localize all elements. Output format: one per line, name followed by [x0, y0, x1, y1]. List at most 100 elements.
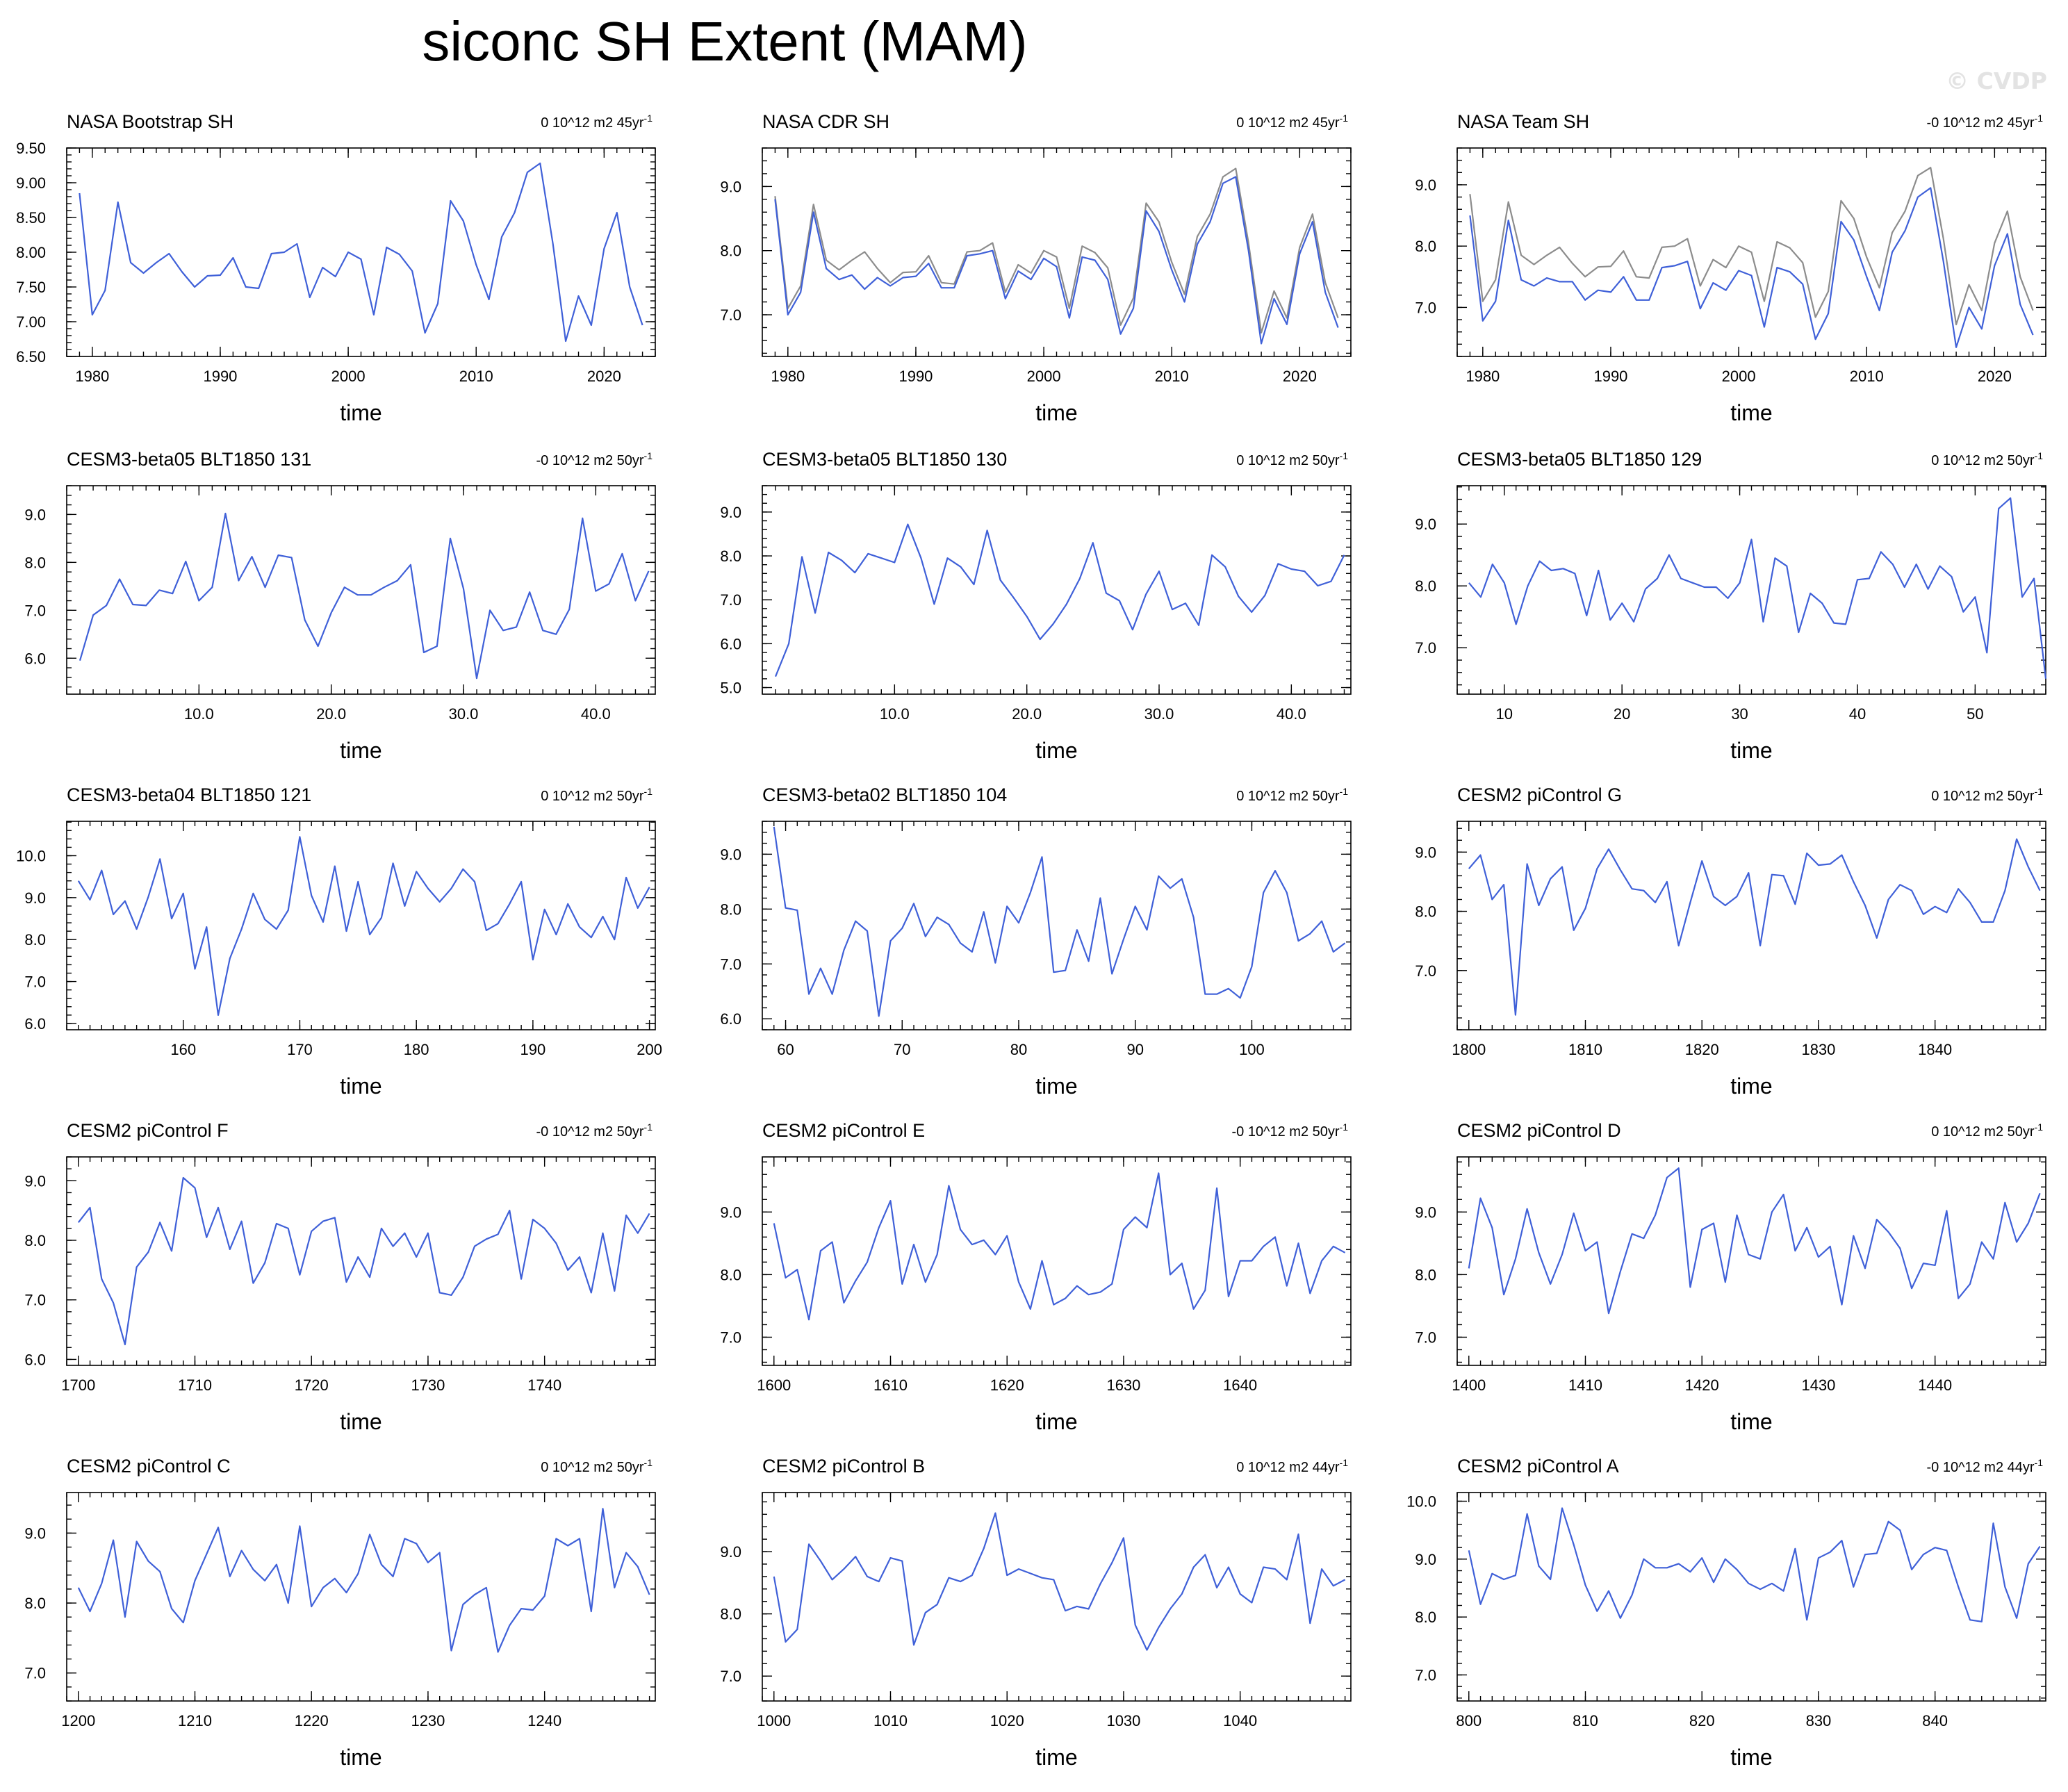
x-tick-label: 1030 — [1106, 1712, 1140, 1729]
x-tick-label: 1840 — [1918, 1041, 1952, 1058]
x-tick-label: 10.0 — [880, 705, 910, 723]
x-axis-label: time — [1035, 400, 1077, 425]
plot-frame — [762, 821, 1352, 1030]
trend-text: -0 10^12 m2 45yr — [1927, 115, 2035, 131]
x-tick-label: 1720 — [295, 1376, 329, 1394]
y-tick-label: 7.0 — [720, 1668, 741, 1685]
x-tick-label: 100 — [1239, 1041, 1265, 1058]
trend-exponent: -1 — [2035, 1121, 2044, 1133]
x-tick-label: 1240 — [527, 1712, 561, 1729]
y-tick-label: 9.50 — [16, 140, 46, 157]
x-axis-label: time — [1730, 738, 1772, 763]
x-axis-label: time — [1035, 1745, 1077, 1770]
x-tick-label: 820 — [1689, 1712, 1715, 1729]
figure-title: siconc SH Extent (MAM) — [422, 10, 1027, 72]
y-tick-label: 8.00 — [16, 244, 46, 261]
x-tick-label: 190 — [520, 1041, 546, 1058]
plot-frame — [66, 147, 656, 357]
panel-4: CESM3-beta05 BLT1850 130 0 10^12 m2 50yr-… — [720, 449, 1352, 763]
y-tick-label: 7.0 — [24, 1292, 46, 1309]
y-tick-label: 10.0 — [16, 847, 46, 864]
x-tick-label: 1990 — [898, 368, 933, 385]
y-tick-label: 6.0 — [720, 1010, 741, 1028]
trend-label: -0 10^12 m2 44yr-1 — [1927, 1457, 2044, 1475]
y-tick-label: 9.0 — [1415, 1203, 1436, 1221]
y-tick-label: 7.0 — [1415, 962, 1436, 980]
y-tick-label: 8.0 — [1415, 577, 1436, 595]
trend-text: -0 10^12 m2 50yr — [1232, 1124, 1340, 1140]
trend-label: -0 10^12 m2 50yr-1 — [536, 1121, 653, 1140]
plot-frame — [762, 1492, 1352, 1702]
trend-exponent: -1 — [644, 113, 653, 124]
plot-frame — [66, 1492, 656, 1702]
x-tick-label: 1640 — [1223, 1376, 1257, 1394]
y-tick-label: 8.50 — [16, 209, 46, 227]
series-line-0 — [1468, 497, 2047, 679]
trend-text: 0 10^12 m2 50yr — [1931, 453, 2035, 468]
y-tick-label: 8.0 — [1415, 1609, 1436, 1626]
x-tick-label: 1990 — [1593, 368, 1627, 385]
y-tick-label: 9.0 — [24, 1172, 46, 1190]
x-tick-label: 1210 — [178, 1712, 212, 1729]
panel-13: CESM2 piControl B 0 10^12 m2 44yr-1 1000 10… — [720, 1456, 1352, 1770]
panel-title: CESM3-beta05 BLT1850 130 — [762, 449, 1007, 470]
x-tick-label: 1710 — [178, 1376, 212, 1394]
y-tick-label: 6.0 — [24, 1351, 46, 1368]
x-axis-label: time — [1730, 1074, 1772, 1099]
panel-title: CESM2 piControl B — [762, 1456, 925, 1477]
y-tick-label: 10.0 — [1406, 1493, 1436, 1511]
y-tick-label: 9.0 — [24, 506, 46, 523]
trend-exponent: -1 — [644, 786, 653, 797]
x-tick-label: 2010 — [459, 368, 493, 385]
y-tick-label: 7.0 — [1415, 1667, 1436, 1684]
panel-title: CESM2 piControl A — [1457, 1456, 1619, 1477]
x-tick-label: 2020 — [1283, 368, 1317, 385]
y-tick-label: 7.0 — [24, 1665, 46, 1682]
trend-exponent: -1 — [2035, 1457, 2044, 1468]
x-tick-label: 160 — [170, 1041, 196, 1058]
y-tick-label: 7.0 — [1415, 1329, 1436, 1346]
panel-14: CESM2 piControl A -0 10^12 m2 44yr-1 800 81… — [1406, 1456, 2046, 1770]
panel-title: CESM2 piControl F — [67, 1120, 229, 1141]
x-tick-label: 2020 — [587, 368, 621, 385]
y-tick-label: 8.0 — [24, 1595, 46, 1612]
y-tick-label: 7.0 — [24, 602, 46, 619]
x-tick-label: 80 — [1010, 1041, 1027, 1058]
plot-frame — [1456, 1156, 2046, 1366]
trend-text: 0 10^12 m2 45yr — [1236, 115, 1340, 131]
x-tick-label: 1430 — [1801, 1376, 1835, 1394]
trend-label: 0 10^12 m2 50yr-1 — [1931, 450, 2043, 468]
x-tick-label: 2000 — [1027, 368, 1061, 385]
trend-exponent: -1 — [1340, 113, 1349, 124]
panel-7: CESM3-beta02 BLT1850 104 0 10^12 m2 50yr-… — [720, 784, 1352, 1099]
trend-exponent: -1 — [644, 1457, 653, 1468]
trend-exponent: -1 — [2035, 786, 2044, 797]
trend-label: 0 10^12 m2 50yr-1 — [1236, 786, 1348, 804]
x-tick-label: 2000 — [1722, 368, 1756, 385]
y-tick-label: 9.0 — [1415, 1551, 1436, 1568]
x-tick-label: 800 — [1456, 1712, 1482, 1729]
x-tick-label: 70 — [894, 1041, 910, 1058]
series-line-0 — [773, 826, 1346, 1017]
y-tick-label: 7.00 — [16, 313, 46, 331]
trend-text: 0 10^12 m2 50yr — [541, 1460, 644, 1475]
x-tick-label: 1440 — [1918, 1376, 1952, 1394]
x-tick-label: 50 — [1967, 705, 1983, 723]
series-line-0 — [774, 523, 1345, 677]
x-tick-label: 1220 — [295, 1712, 329, 1729]
plot-frame — [762, 1156, 1352, 1366]
x-axis-label: time — [340, 1409, 381, 1434]
y-tick-label: 7.0 — [1415, 299, 1436, 316]
x-axis-label: time — [340, 400, 381, 425]
plot-frame — [1456, 821, 2046, 1030]
y-tick-label: 9.0 — [720, 504, 741, 521]
x-tick-label: 20.0 — [1012, 705, 1042, 723]
panel-title: CESM2 piControl G — [1457, 784, 1622, 805]
y-tick-label: 9.0 — [720, 1203, 741, 1221]
y-tick-label: 8.0 — [720, 1606, 741, 1623]
y-tick-label: 9.0 — [720, 846, 741, 863]
y-tick-label: 6.50 — [16, 348, 46, 365]
y-tick-label: 8.0 — [720, 901, 741, 918]
